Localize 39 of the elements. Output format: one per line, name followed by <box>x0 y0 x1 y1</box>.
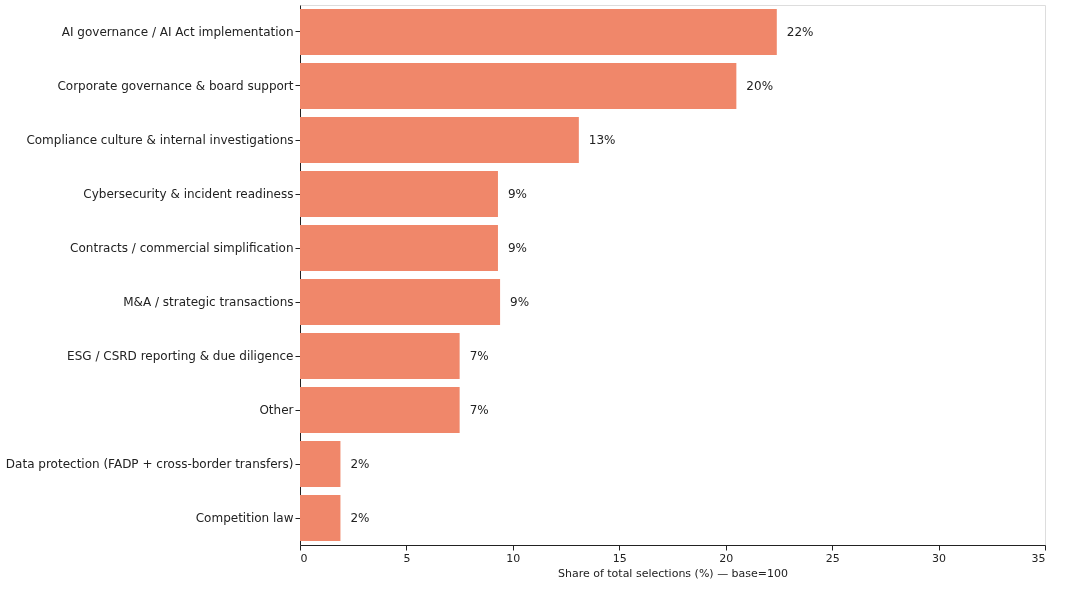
data-label: 7% <box>469 403 489 417</box>
data-label: 9% <box>507 241 527 255</box>
bar <box>300 387 460 433</box>
y-tick-label: Cybersecurity & incident readiness <box>83 187 294 201</box>
x-axis-title: Share of total selections (%) — base=100 <box>557 566 789 580</box>
bar <box>300 225 498 271</box>
x-tick-label: 20 <box>719 551 734 565</box>
y-tick-label: M&A / strategic transactions <box>123 295 294 309</box>
y-tick-label: Corporate governance & board support <box>57 79 294 93</box>
bar <box>300 63 737 109</box>
data-label: 13% <box>588 133 616 147</box>
data-label: 9% <box>510 295 530 309</box>
data-label: 9% <box>507 187 527 201</box>
bar <box>300 171 498 217</box>
bar <box>300 495 341 541</box>
y-tick-label: AI governance / AI Act implementation <box>61 25 294 39</box>
x-tick-label: 25 <box>825 551 840 565</box>
bar <box>300 279 501 325</box>
y-tick-label: Compliance culture & internal investigations <box>26 133 294 147</box>
bar <box>300 441 341 487</box>
x-tick-label: 10 <box>506 551 521 565</box>
x-tick-label: 35 <box>1031 551 1046 565</box>
x-tick-label: 15 <box>612 551 627 565</box>
x-tick-label: 5 <box>403 551 411 565</box>
data-label: 20% <box>746 79 774 93</box>
data-label: 22% <box>786 25 814 39</box>
data-label: 2% <box>350 511 370 525</box>
y-tick-label: Competition law <box>195 511 294 525</box>
y-tick-label: Other <box>259 403 294 417</box>
x-tick-label: 0 <box>300 551 308 565</box>
y-tick-label: ESG / CSRD reporting & due diligence <box>67 349 294 363</box>
x-tick-label: 30 <box>932 551 947 565</box>
bar <box>300 117 579 163</box>
data-label: 7% <box>469 349 489 363</box>
bar <box>300 333 460 379</box>
data-label: 2% <box>350 457 370 471</box>
bar <box>300 9 777 55</box>
y-tick-label: Contracts / commercial simplification <box>70 241 294 255</box>
y-tick-label: Data protection (FADP + cross-border transfers) <box>5 457 294 471</box>
